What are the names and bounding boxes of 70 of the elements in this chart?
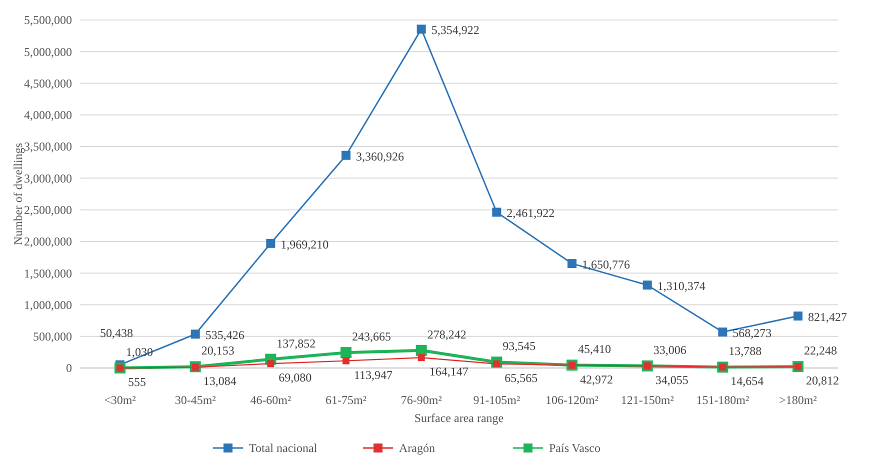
y-tick-label: 1,000,000 [24,298,72,312]
y-tick-label: 500,000 [33,330,72,344]
point [794,312,802,321]
data-label: 113,947 [354,368,393,382]
data-label: 65,565 [504,370,538,385]
x-tick-label: 151-180m² [696,393,750,407]
x-axis-title: Surface area range [414,411,504,425]
data-label: 22,248 [804,344,837,358]
y-tick-label: 3,000,000 [24,171,72,186]
x-tick-label: 46-60m² [250,393,292,407]
x-tick-label: 106-120m² [546,393,599,407]
point [266,238,276,248]
y-tick-label: 2,000,000 [24,234,72,249]
point [267,360,274,368]
data-label: 13,084 [203,374,236,388]
legend-label: País Vasco [549,441,600,455]
data-label: 1,650,776 [582,258,630,272]
data-label: 535,426 [205,328,244,342]
data-label: 555 [128,374,146,389]
x-tick-label: >180m² [779,393,818,407]
x-tick-label: 121-150m² [620,393,674,407]
point [642,280,652,290]
data-label: 5,354,922 [431,23,480,38]
y-tick-label: 4,500,000 [24,76,72,90]
data-label: 1,310,374 [657,279,706,294]
data-label: 243,665 [352,330,391,344]
x-tick-label: 76-90m² [400,393,442,407]
point [342,357,350,364]
data-label: 1,030 [126,344,153,359]
data-label: 821,427 [808,310,847,324]
point [568,259,576,268]
point [416,24,426,34]
data-label: 45,410 [578,342,611,356]
y-tick-label: 5,500,000 [24,13,72,28]
y-tick-label: 2,500,000 [24,203,72,218]
data-label: 3,360,926 [356,149,404,164]
y-axis-title: Number of dwellings [11,142,25,245]
y-tick-label: 3,500,000 [24,140,72,154]
point [718,328,728,337]
data-label: 20,153 [201,344,234,358]
data-label: 1,969,210 [280,237,329,252]
point [492,208,502,217]
x-tick-label: 91-105m² [473,393,521,407]
y-tick-label: 0 [66,361,72,376]
data-label: 14,654 [730,374,764,388]
data-label: 50,438 [100,326,133,340]
data-label: 93,545 [502,339,536,354]
x-tick-label: <30m² [104,393,136,407]
data-label: 42,972 [580,372,613,386]
point [190,330,200,339]
x-tick-label: 61-75m² [326,393,367,407]
legend-label: Aragón [399,441,435,455]
data-label: 164,147 [429,364,468,379]
legend-label: Total nacional [249,441,318,455]
point [342,150,350,160]
data-label: 2,461,922 [506,206,555,220]
data-label: 20,812 [806,374,839,388]
x-tick-label: 30-45m² [174,393,216,407]
y-tick-label: 4,000,000 [24,108,72,122]
point [418,354,425,362]
data-label: 568,273 [732,326,772,340]
data-label: 34,055 [655,372,688,387]
y-tick-label: 1,500,000 [24,266,72,280]
data-label: 278,242 [427,327,466,342]
data-label: 69,080 [278,370,312,385]
y-tick-label: 5,000,000 [24,44,72,59]
data-label: 13,788 [728,344,762,358]
data-label: 33,006 [653,342,686,357]
data-label: 137,852 [276,336,316,350]
point [340,347,352,358]
